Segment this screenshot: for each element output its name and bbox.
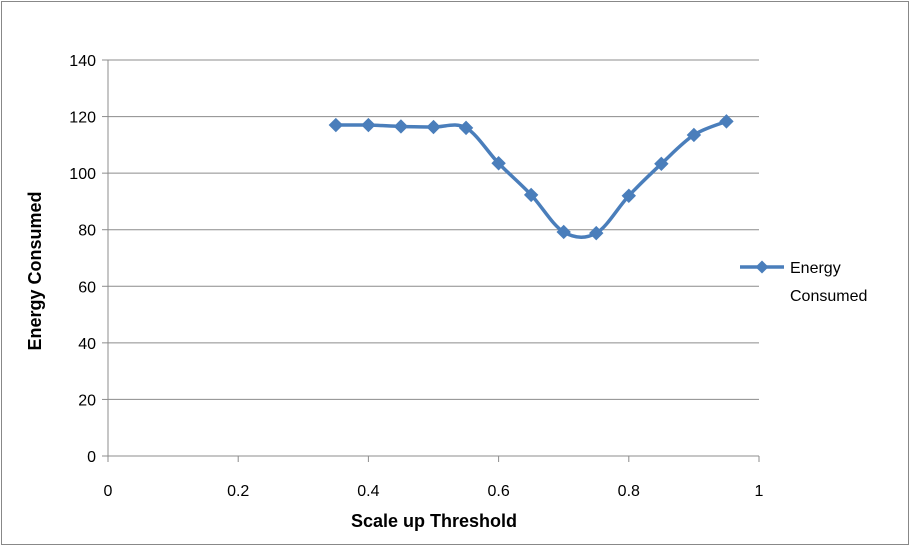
x-tick-label: 0.2 xyxy=(227,483,249,500)
y-tick-label: 100 xyxy=(69,166,96,183)
legend: Energy Consumed xyxy=(740,260,867,305)
x-tick-labels: 0 0.2 0.4 0.6 0.8 1 xyxy=(104,483,764,500)
y-tick-label: 60 xyxy=(78,279,96,296)
legend-series-marker xyxy=(756,261,769,274)
axes xyxy=(102,60,759,462)
x-axis-title: Scale up Threshold xyxy=(351,511,517,531)
x-tick-label: 0.6 xyxy=(487,483,509,500)
series-line xyxy=(336,121,727,237)
y-tick-label: 0 xyxy=(87,449,96,466)
legend-series-label-line-2: Consumed xyxy=(790,288,867,305)
x-tick-label: 1 xyxy=(755,483,764,500)
gridlines xyxy=(108,60,759,399)
y-tick-label: 20 xyxy=(78,392,96,409)
y-tick-label: 140 xyxy=(69,53,96,70)
x-tick-label: 0.4 xyxy=(357,483,379,500)
data-point xyxy=(394,120,407,133)
y-axis-title: Energy Consumed xyxy=(25,191,45,350)
y-tick-label: 80 xyxy=(78,223,96,240)
data-point xyxy=(329,119,342,132)
legend-series-label: Energy xyxy=(790,260,841,277)
data-point xyxy=(427,121,440,134)
x-tick-label: 0 xyxy=(104,483,113,500)
y-tick-label: 120 xyxy=(69,110,96,127)
plot-series xyxy=(329,115,733,240)
y-tick-labels: 0 20 40 60 80 100 120 140 xyxy=(69,53,96,466)
x-tick-label: 0.8 xyxy=(618,483,640,500)
y-tick-label: 40 xyxy=(78,336,96,353)
data-point xyxy=(362,119,375,132)
